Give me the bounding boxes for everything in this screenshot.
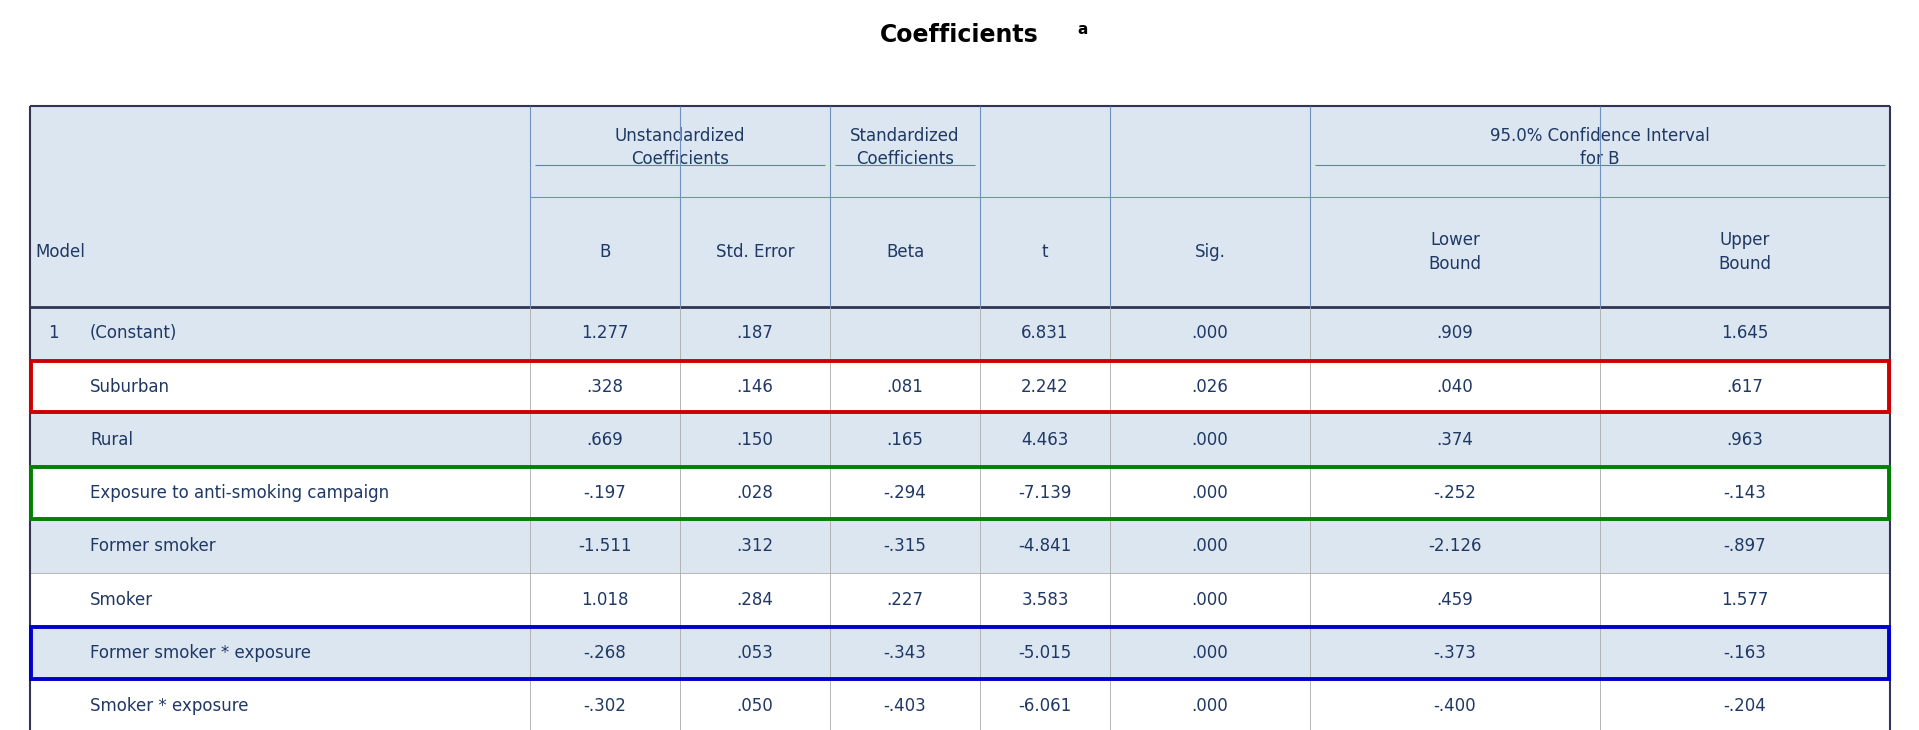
Text: (Constant): (Constant): [90, 324, 177, 342]
Text: -5.015: -5.015: [1019, 644, 1071, 662]
Text: .312: .312: [737, 537, 773, 556]
Text: 1.277: 1.277: [581, 324, 629, 342]
Text: .000: .000: [1192, 324, 1228, 342]
Bar: [31, 413, 1890, 466]
Text: Standardized
Coefficients: Standardized Coefficients: [850, 127, 960, 169]
Text: Model: Model: [35, 243, 84, 261]
Text: .146: .146: [737, 377, 773, 396]
Text: 4.463: 4.463: [1021, 431, 1069, 449]
Text: .028: .028: [737, 484, 773, 502]
Text: .000: .000: [1192, 537, 1228, 556]
Text: .050: .050: [737, 697, 773, 715]
Text: -.373: -.373: [1433, 644, 1476, 662]
Bar: [31, 466, 1890, 520]
Bar: [31, 573, 1890, 626]
Text: .374: .374: [1437, 431, 1474, 449]
Text: -.197: -.197: [583, 484, 626, 502]
Text: -.294: -.294: [883, 484, 927, 502]
Bar: [31, 467, 1888, 519]
Text: .963: .963: [1727, 431, 1764, 449]
Text: Lower
Bound: Lower Bound: [1428, 231, 1481, 272]
Text: Exposure to anti-smoking campaign: Exposure to anti-smoking campaign: [90, 484, 390, 502]
Text: -.302: -.302: [583, 697, 626, 715]
Text: -.315: -.315: [883, 537, 927, 556]
Text: 1: 1: [48, 324, 59, 342]
Text: 1.577: 1.577: [1721, 591, 1769, 609]
Text: .150: .150: [737, 431, 773, 449]
Text: -4.841: -4.841: [1019, 537, 1071, 556]
Text: .000: .000: [1192, 697, 1228, 715]
Text: -.252: -.252: [1433, 484, 1476, 502]
Bar: [31, 520, 1890, 573]
Text: .459: .459: [1437, 591, 1474, 609]
Text: Smoker * exposure: Smoker * exposure: [90, 697, 248, 715]
Text: B: B: [599, 243, 610, 261]
Text: Former smoker * exposure: Former smoker * exposure: [90, 644, 311, 662]
Text: .026: .026: [1192, 377, 1228, 396]
Text: .081: .081: [887, 377, 923, 396]
Text: .000: .000: [1192, 644, 1228, 662]
Text: 1.645: 1.645: [1721, 324, 1769, 342]
Text: -.400: -.400: [1433, 697, 1476, 715]
Bar: [31, 106, 1890, 307]
Text: 6.831: 6.831: [1021, 324, 1069, 342]
Bar: [31, 627, 1888, 679]
Text: 2.242: 2.242: [1021, 377, 1069, 396]
Text: t: t: [1042, 243, 1048, 261]
Text: .040: .040: [1437, 377, 1474, 396]
Text: Beta: Beta: [887, 243, 925, 261]
Text: .000: .000: [1192, 591, 1228, 609]
Text: -1.511: -1.511: [578, 537, 631, 556]
Text: .000: .000: [1192, 484, 1228, 502]
Text: Smoker: Smoker: [90, 591, 154, 609]
Text: -2.126: -2.126: [1428, 537, 1481, 556]
Text: .617: .617: [1727, 377, 1764, 396]
Text: Suburban: Suburban: [90, 377, 171, 396]
Text: -.204: -.204: [1723, 697, 1765, 715]
Text: 95.0% Confidence Interval
for B: 95.0% Confidence Interval for B: [1491, 127, 1710, 169]
Text: a: a: [1077, 23, 1088, 37]
Text: -.403: -.403: [883, 697, 927, 715]
Text: Sig.: Sig.: [1194, 243, 1226, 261]
Text: Unstandardized
Coefficients: Unstandardized Coefficients: [614, 127, 745, 169]
Bar: [31, 626, 1890, 680]
Text: -7.139: -7.139: [1019, 484, 1071, 502]
Text: .187: .187: [737, 324, 773, 342]
Text: Rural: Rural: [90, 431, 132, 449]
Text: Former smoker: Former smoker: [90, 537, 215, 556]
Text: -6.061: -6.061: [1019, 697, 1071, 715]
Bar: [31, 307, 1890, 360]
Text: .000: .000: [1192, 431, 1228, 449]
Text: .669: .669: [587, 431, 624, 449]
Bar: [31, 361, 1888, 412]
Text: .227: .227: [887, 591, 923, 609]
Text: .909: .909: [1437, 324, 1474, 342]
Text: 1.018: 1.018: [581, 591, 629, 609]
Text: -.343: -.343: [883, 644, 927, 662]
Text: Std. Error: Std. Error: [716, 243, 794, 261]
Text: -.163: -.163: [1723, 644, 1765, 662]
Bar: [31, 360, 1890, 413]
Text: .284: .284: [737, 591, 773, 609]
Text: .328: .328: [587, 377, 624, 396]
Text: -.897: -.897: [1723, 537, 1765, 556]
Text: -.143: -.143: [1723, 484, 1765, 502]
Text: -.268: -.268: [583, 644, 626, 662]
Text: Upper
Bound: Upper Bound: [1719, 231, 1771, 272]
Text: .053: .053: [737, 644, 773, 662]
Text: Coefficients: Coefficients: [881, 23, 1038, 47]
Text: .165: .165: [887, 431, 923, 449]
Text: 3.583: 3.583: [1021, 591, 1069, 609]
Bar: [31, 680, 1890, 730]
